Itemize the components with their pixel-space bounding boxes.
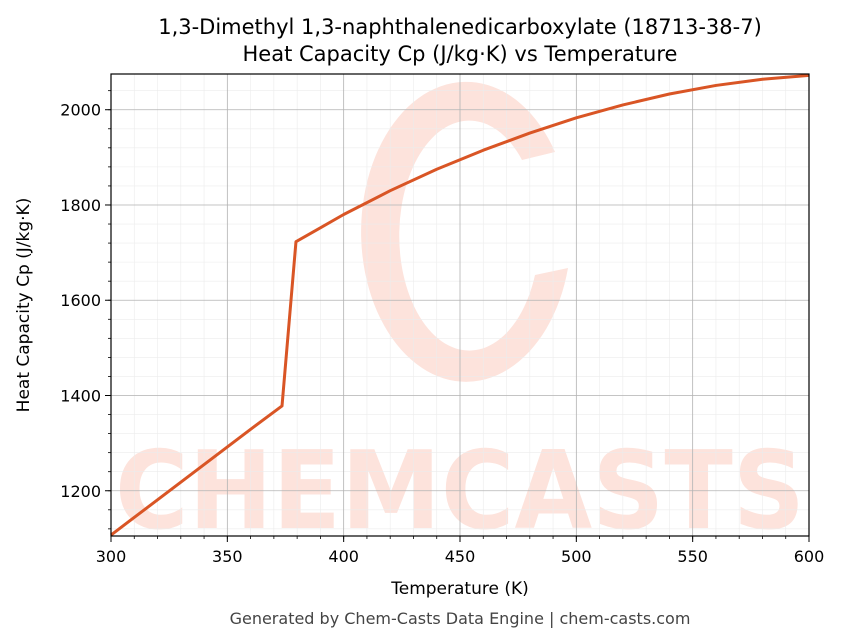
- y-tick-label: 1600: [60, 291, 101, 310]
- x-tick-label: 350: [212, 547, 243, 566]
- x-tick-label: 600: [794, 547, 825, 566]
- y-tick-label: 1200: [60, 482, 101, 501]
- x-tick-label: 500: [561, 547, 592, 566]
- chart-title: 1,3-Dimethyl 1,3-naphthalenedicarboxylat…: [158, 15, 762, 39]
- y-tick-label: 2000: [60, 101, 101, 120]
- plot-frame: [110, 73, 810, 537]
- x-tick-label: 300: [96, 547, 127, 566]
- x-tick-label: 550: [677, 547, 708, 566]
- y-tick-label: 1400: [60, 386, 101, 405]
- x-axis-ticks: 300 350 400 450 500 550 600: [96, 536, 825, 566]
- y-axis-label: Heat Capacity Cp (J/kg·K): [14, 198, 34, 413]
- x-axis-label: Temperature (K): [390, 579, 529, 599]
- x-tick-label: 400: [328, 547, 359, 566]
- y-axis-ticks: 1200 1400 1600 1800 2000: [60, 90, 111, 530]
- watermark-logo-icon: [361, 81, 568, 382]
- x-tick-label: 450: [445, 547, 476, 566]
- chart-subtitle: Heat Capacity Cp (J/kg·K) vs Temperature: [243, 42, 678, 66]
- series-line: [110, 73, 810, 537]
- footer-credit: Generated by Chem-Casts Data Engine | ch…: [230, 609, 691, 628]
- y-tick-label: 1800: [60, 196, 101, 215]
